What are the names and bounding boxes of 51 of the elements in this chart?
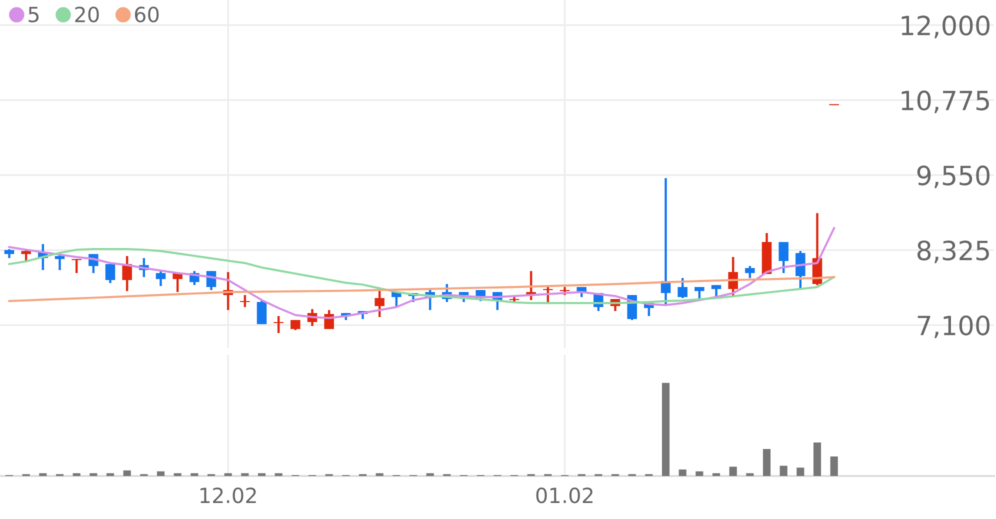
candlestick bbox=[21, 248, 31, 264]
candlestick bbox=[711, 284, 722, 298]
y-tick-label: 7,100 bbox=[918, 315, 990, 338]
candlestick bbox=[796, 250, 806, 290]
bar bbox=[123, 470, 131, 476]
y-tick-label: 12,000 bbox=[902, 16, 990, 38]
bar bbox=[813, 442, 822, 476]
candlestick bbox=[290, 318, 300, 332]
bar bbox=[678, 469, 686, 476]
bar bbox=[39, 473, 47, 476]
candlestick bbox=[156, 270, 166, 288]
candlestick bbox=[240, 294, 250, 308]
bar bbox=[274, 473, 282, 476]
bar bbox=[72, 473, 80, 476]
candlestick bbox=[256, 298, 267, 326]
bar bbox=[796, 468, 804, 476]
bar bbox=[830, 456, 838, 476]
bar bbox=[376, 473, 384, 476]
candlestick bbox=[105, 262, 116, 284]
bar bbox=[156, 471, 165, 476]
candlestick bbox=[72, 258, 82, 274]
bar bbox=[712, 473, 720, 476]
bar bbox=[174, 473, 182, 476]
bar bbox=[696, 471, 704, 476]
bar bbox=[729, 466, 737, 476]
candlestick bbox=[678, 276, 688, 300]
candlestick bbox=[374, 288, 384, 318]
legend-label: 5 bbox=[28, 6, 39, 22]
candlestick bbox=[122, 254, 132, 292]
bar bbox=[241, 473, 249, 476]
x-tick-label: 01.02 bbox=[536, 487, 592, 504]
bar bbox=[190, 473, 198, 476]
bar bbox=[106, 473, 114, 476]
y-tick-label: 10,775 bbox=[902, 90, 989, 114]
legend-label: 20 bbox=[75, 6, 99, 22]
candlestick bbox=[728, 256, 738, 298]
legend-label: 60 bbox=[134, 6, 159, 22]
candlestick bbox=[778, 240, 788, 274]
x-tick-label: 12.02 bbox=[200, 487, 256, 504]
y-tick-label: 8,325 bbox=[917, 240, 989, 264]
bar bbox=[90, 473, 98, 476]
candlestick bbox=[274, 314, 284, 334]
bar bbox=[780, 466, 788, 476]
bar bbox=[426, 473, 434, 476]
bar bbox=[746, 473, 754, 476]
bar bbox=[762, 449, 771, 476]
bar bbox=[662, 382, 670, 476]
bar bbox=[258, 473, 266, 476]
y-tick-label: 9,550 bbox=[917, 166, 990, 188]
bar bbox=[224, 473, 232, 476]
candlestick bbox=[745, 264, 755, 280]
